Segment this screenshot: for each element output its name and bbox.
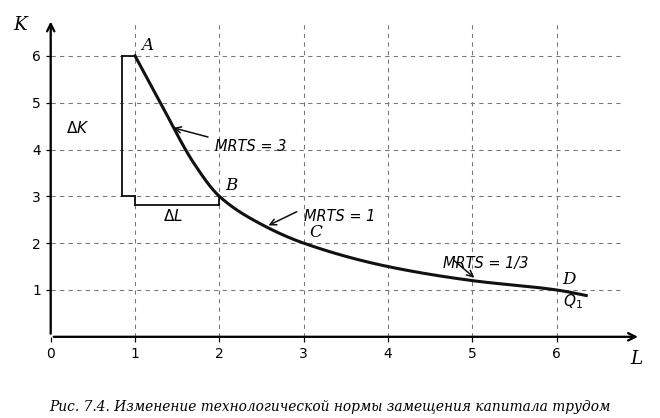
Text: D: D — [562, 270, 576, 288]
Text: MRTS = 3: MRTS = 3 — [215, 139, 286, 154]
Text: B: B — [225, 177, 238, 194]
Text: K: K — [13, 16, 27, 34]
Text: Рис. 7.4. Изменение технологической нормы замещения капитала трудом: Рис. 7.4. Изменение технологической норм… — [50, 400, 611, 414]
Text: $Q_1$: $Q_1$ — [562, 292, 583, 311]
Text: MRTS = 1/3: MRTS = 1/3 — [443, 256, 529, 271]
Text: A: A — [141, 36, 153, 54]
Text: $\Delta L$: $\Delta L$ — [163, 208, 183, 224]
Text: C: C — [310, 224, 323, 241]
Text: $\Delta K$: $\Delta K$ — [66, 120, 89, 136]
Text: MRTS = 1: MRTS = 1 — [304, 209, 375, 224]
Text: L: L — [631, 350, 643, 368]
